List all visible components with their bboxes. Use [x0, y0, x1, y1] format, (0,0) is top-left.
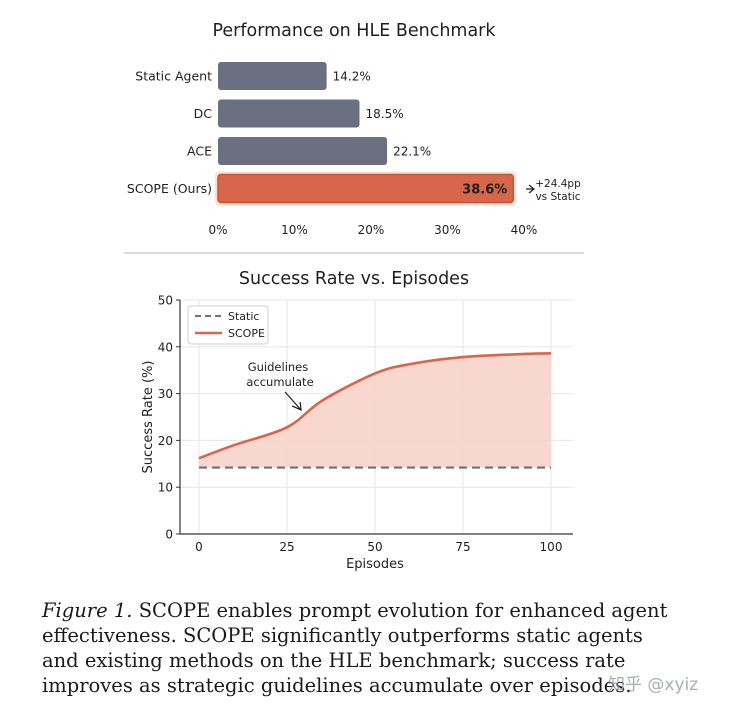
bar-chart-x-axis: 0% 10% 20% 30% 40% [208, 223, 537, 237]
x-tick-label: 0 [195, 540, 203, 554]
x-tick-label: 100 [540, 540, 563, 554]
bar-annotation-arrow [526, 184, 535, 194]
y-tick-label: 20 [158, 434, 173, 448]
scope-area-fill [199, 353, 551, 468]
bar-value-label: 18.5% [366, 107, 404, 121]
caption-text: SCOPE enables prompt evolution for enhan… [42, 599, 668, 697]
bar-static-agent [218, 62, 327, 90]
bar-value-label: 22.1% [393, 145, 431, 159]
line-annotation-line1: Guidelines [248, 360, 309, 374]
watermark: 知乎 @xyiz [608, 675, 699, 695]
bar-annotation-line2: vs Static [535, 191, 580, 203]
y-tick-label: 10 [158, 481, 173, 495]
line-annotation-arrow [284, 391, 302, 411]
bar-annotation-line1: +24.4pp [535, 178, 581, 190]
bar-value-label: 14.2% [333, 70, 371, 84]
line-chart-axes: 0 10 20 30 40 50 0 25 50 75 100 [158, 294, 573, 554]
legend-static-label: Static [228, 310, 259, 323]
y-tick-label: 50 [158, 294, 173, 308]
bar-x-tick-label: 10% [281, 223, 308, 237]
bar-x-tick-label: 30% [434, 223, 461, 237]
bar-scope-ours [217, 173, 515, 204]
x-tick-label: 50 [367, 540, 382, 554]
bar-ace [218, 137, 388, 165]
y-tick-label: 30 [158, 387, 173, 401]
bar-chart-title: Performance on HLE Benchmark [212, 21, 496, 41]
bar-x-tick-label: 0% [208, 223, 227, 237]
x-tick-label: 25 [279, 540, 294, 554]
y-tick-label: 40 [158, 340, 173, 354]
legend-scope-label: SCOPE [228, 327, 265, 340]
scope-series-line [198, 352, 552, 460]
line-chart-x-label: Episodes [346, 557, 404, 572]
line-annotation-line2: accumulate [246, 375, 313, 389]
bar-category-label: ACE [187, 144, 212, 159]
bar-category-label: SCOPE (Ours) [127, 181, 212, 196]
bar-category-label: DC [194, 106, 213, 121]
bar-category-label: Static Agent [135, 69, 212, 84]
bar-dc [218, 99, 360, 128]
bar-value-label: 38.6% [462, 183, 507, 198]
x-tick-label: 75 [455, 540, 470, 554]
line-chart-y-label: Success Rate (%) [141, 361, 156, 474]
line-chart-legend: Static SCOPE [187, 305, 269, 345]
y-tick-label: 0 [165, 528, 173, 542]
figure-caption: Figure 1. SCOPE enables prompt evolution… [42, 598, 682, 698]
bar-x-tick-label: 20% [358, 223, 385, 237]
bar-chart-bars: Static Agent 14.2% DC 18.5% ACE 22.1% SCOPE (O… [127, 62, 517, 206]
line-chart-title: Success Rate vs. Episodes [239, 269, 469, 289]
caption-label: Figure 1. [42, 599, 133, 622]
bar-x-tick-label: 40% [511, 223, 538, 237]
